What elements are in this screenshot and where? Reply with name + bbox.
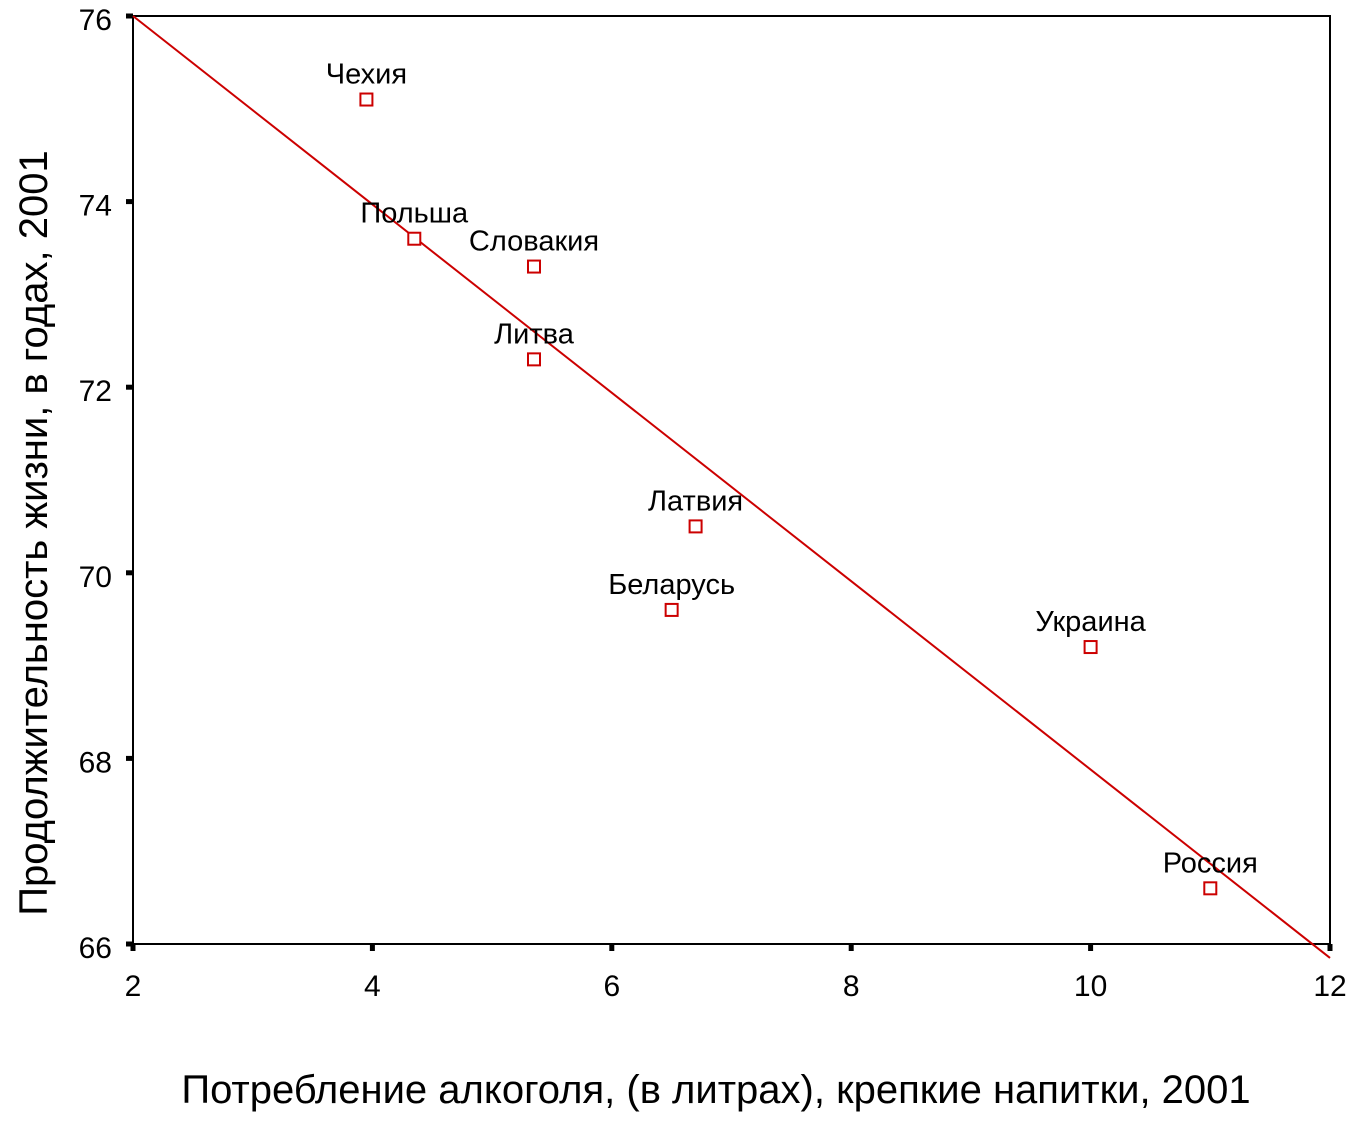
data-point-marker	[359, 92, 374, 107]
data-point-label: Беларусь	[608, 569, 735, 601]
data-point-label: Украина	[1035, 606, 1146, 638]
data-point-marker	[664, 602, 679, 617]
regression-line	[132, 15, 1331, 959]
y-tick-label: 72	[79, 375, 112, 408]
x-axis-title: Потребление алкоголя, (в литрах), крепки…	[181, 1068, 1250, 1112]
x-tick-label: 12	[1313, 970, 1346, 1003]
data-point-label: Россия	[1163, 847, 1258, 879]
x-tick-label: 4	[364, 970, 381, 1003]
data-point-marker	[407, 231, 422, 246]
data-point-label: Словакия	[469, 226, 599, 258]
plot-border	[132, 15, 1331, 945]
data-point-label: Литва	[494, 318, 575, 350]
data-point-marker	[526, 352, 541, 367]
data-point-marker	[1083, 640, 1098, 655]
y-tick-label: 76	[79, 4, 112, 37]
y-tick-label: 70	[79, 561, 112, 594]
x-tick-label: 2	[125, 970, 142, 1003]
data-points	[359, 92, 1218, 896]
data-point-marker	[526, 259, 541, 274]
x-tick-label: 8	[843, 970, 860, 1003]
data-point-label: Польша	[360, 198, 469, 230]
data-point-marker	[688, 519, 703, 534]
y-tick-label: 66	[79, 932, 112, 965]
data-point-label: Чехия	[326, 59, 407, 91]
fit-line	[132, 15, 1331, 959]
plot-frame	[132, 15, 1331, 945]
data-point-label: Латвия	[648, 485, 743, 517]
y-tick-label: 74	[79, 190, 112, 223]
y-tick-label: 68	[79, 746, 112, 779]
data-point-marker	[1203, 881, 1218, 896]
x-tick-label: 10	[1074, 970, 1107, 1003]
y-axis-title: Продолжительность жизни, в годах, 2001	[12, 150, 56, 915]
x-tick-label: 6	[603, 970, 620, 1003]
